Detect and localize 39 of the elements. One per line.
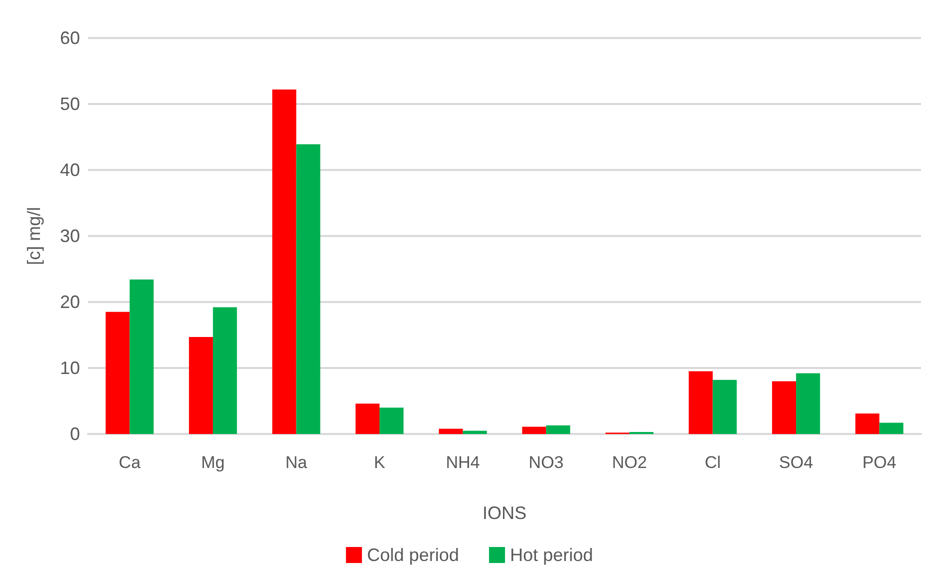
bar: [380, 408, 404, 434]
bar: [188, 336, 213, 434]
x-axis-title: IONS: [482, 503, 527, 523]
y-tick-label: 40: [60, 160, 80, 180]
legend-label: Hot period: [510, 545, 594, 565]
x-tick-label: Mg: [201, 453, 225, 472]
bar: [546, 425, 570, 434]
x-tick-label: K: [374, 453, 386, 472]
bar: [212, 307, 237, 434]
y-tick-label: 60: [60, 28, 80, 48]
bar: [712, 380, 737, 434]
x-tick-label: Cl: [704, 453, 721, 472]
bar: [772, 381, 796, 434]
bar: [522, 426, 546, 434]
bar: [356, 404, 380, 434]
legend-label: Cold period: [366, 545, 460, 565]
bar: [855, 414, 880, 434]
bar: [879, 422, 904, 434]
bar: [272, 89, 296, 434]
bar: [296, 144, 320, 434]
y-tick-label: 0: [70, 424, 80, 444]
bar: [106, 312, 130, 434]
bar: [438, 428, 463, 434]
bar: [462, 430, 487, 434]
x-tick-label: Ca: [118, 453, 142, 472]
y-tick-label: 20: [60, 292, 80, 312]
bar: [688, 371, 713, 434]
x-tick-label: NO3: [528, 453, 564, 472]
bar: [796, 373, 820, 434]
bar: [130, 280, 154, 434]
x-tick-label: Na: [285, 453, 308, 472]
x-tick-label: NO2: [612, 453, 647, 472]
x-tick-label: SO4: [779, 453, 814, 472]
y-tick-label: 30: [60, 226, 80, 246]
x-tick-label: PO4: [862, 453, 896, 472]
y-tick-label: 10: [60, 358, 80, 378]
x-tick-label: NH4: [446, 453, 480, 472]
y-tick-label: 50: [60, 94, 80, 114]
y-axis-title: [c] mg/l: [24, 206, 44, 266]
